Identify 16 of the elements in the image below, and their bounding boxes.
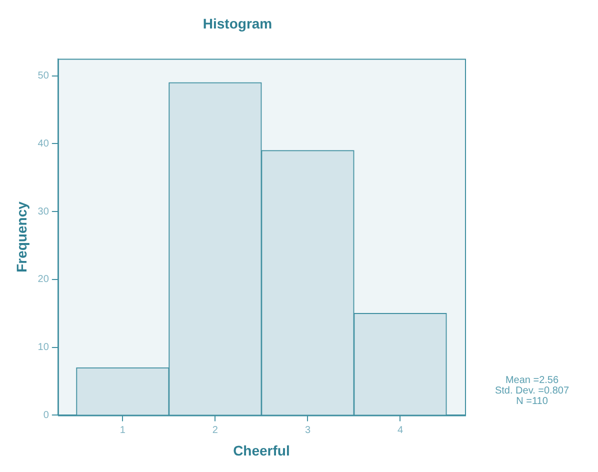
x-tick-label: 2 (212, 424, 218, 436)
x-tick-label: 4 (397, 424, 404, 436)
y-tick-label: 0 (43, 410, 50, 421)
x-tick-label: 3 (304, 424, 311, 436)
y-tick-label: 10 (38, 342, 50, 354)
chart-title: Histogram (202, 15, 272, 32)
text: N =110 (516, 396, 548, 408)
y-tick-label: 40 (38, 138, 50, 150)
y-tick-label: 50 (38, 70, 50, 82)
text: Std. Dev. =0.807 (494, 386, 570, 397)
x-axis-title: Cheerful (233, 442, 290, 458)
text: Mean =2.56 (505, 375, 559, 386)
x-tick-label: 1 (120, 424, 126, 436)
y-tick-label: 20 (38, 274, 50, 286)
y-axis-title: Frequency (13, 201, 30, 272)
y-tick-label: 30 (38, 206, 50, 218)
